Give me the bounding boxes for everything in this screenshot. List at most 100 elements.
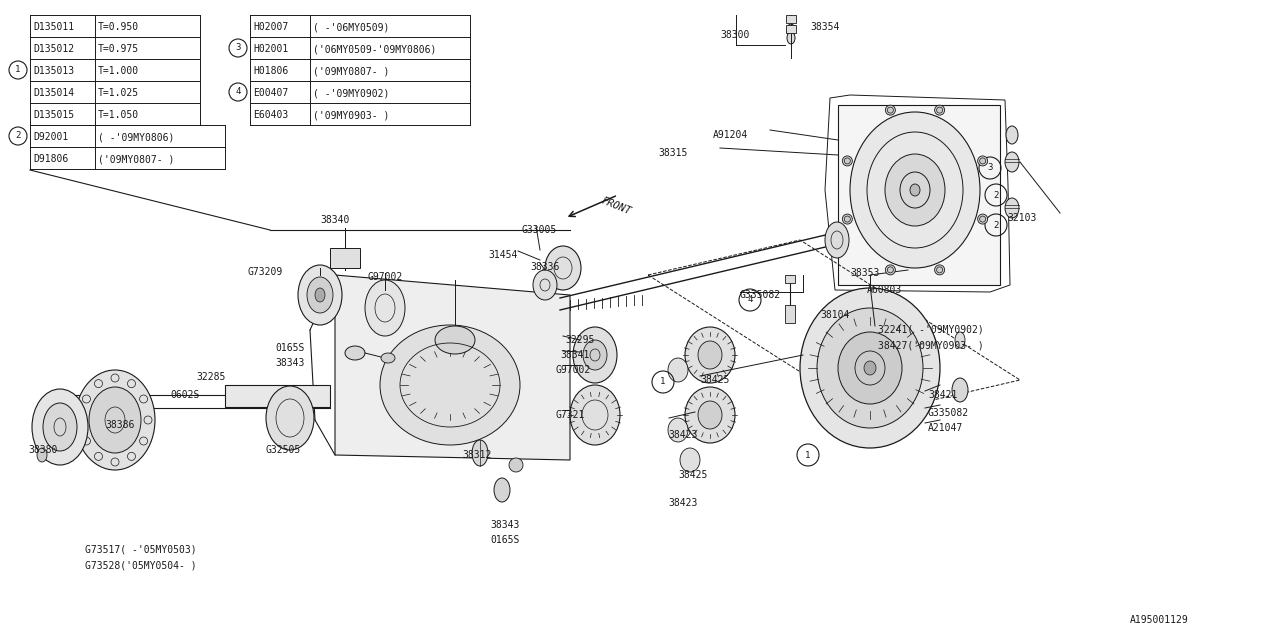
- Text: 38336: 38336: [530, 262, 559, 272]
- Ellipse shape: [32, 389, 88, 465]
- Ellipse shape: [685, 327, 735, 383]
- Text: 0602S: 0602S: [170, 390, 200, 400]
- Text: 32103: 32103: [1007, 213, 1037, 223]
- Ellipse shape: [934, 265, 945, 275]
- Text: A60803: A60803: [867, 285, 902, 295]
- Text: 38353: 38353: [850, 268, 879, 278]
- Ellipse shape: [307, 277, 333, 313]
- Ellipse shape: [826, 222, 849, 258]
- Text: 38343: 38343: [490, 520, 520, 530]
- Ellipse shape: [266, 386, 314, 450]
- Ellipse shape: [509, 458, 524, 472]
- Text: E60403: E60403: [253, 110, 288, 120]
- Text: A21047: A21047: [928, 423, 964, 433]
- Ellipse shape: [532, 270, 557, 300]
- Text: 2: 2: [15, 131, 20, 141]
- Ellipse shape: [37, 448, 47, 462]
- Ellipse shape: [884, 154, 945, 226]
- Text: 38425: 38425: [678, 470, 708, 480]
- Text: 38386: 38386: [105, 420, 134, 430]
- Polygon shape: [838, 105, 1000, 285]
- Ellipse shape: [978, 214, 988, 224]
- Ellipse shape: [76, 370, 155, 470]
- Ellipse shape: [910, 184, 920, 196]
- Text: ('09MY0807- ): ('09MY0807- ): [314, 66, 389, 76]
- Ellipse shape: [346, 346, 365, 360]
- Ellipse shape: [698, 341, 722, 369]
- Text: 38423: 38423: [668, 430, 698, 440]
- Text: 1: 1: [805, 451, 810, 460]
- Text: 38423: 38423: [668, 498, 698, 508]
- Text: G97002: G97002: [369, 272, 403, 282]
- Ellipse shape: [582, 340, 607, 370]
- Text: ( -'09MY0806): ( -'09MY0806): [99, 132, 174, 142]
- Text: FRONT: FRONT: [600, 196, 632, 217]
- Text: E00407: E00407: [253, 88, 288, 98]
- Text: 38425: 38425: [700, 375, 730, 385]
- Ellipse shape: [381, 353, 396, 363]
- Text: G335082: G335082: [740, 290, 781, 300]
- Ellipse shape: [570, 385, 620, 445]
- Text: 31454: 31454: [488, 250, 517, 260]
- Text: 0165S: 0165S: [490, 535, 520, 545]
- Text: T=1.050: T=1.050: [99, 110, 140, 120]
- Text: ('06MY0509-'09MY0806): ('06MY0509-'09MY0806): [314, 44, 436, 54]
- Text: H02001: H02001: [253, 44, 288, 54]
- Text: 38315: 38315: [658, 148, 687, 158]
- Text: ('09MY0903- ): ('09MY0903- ): [314, 110, 389, 120]
- Text: 38380: 38380: [28, 445, 58, 455]
- Ellipse shape: [698, 401, 722, 429]
- Ellipse shape: [435, 326, 475, 354]
- Ellipse shape: [298, 265, 342, 325]
- Text: D135011: D135011: [33, 22, 74, 32]
- Text: 32285: 32285: [196, 372, 225, 382]
- Text: 38104: 38104: [820, 310, 850, 320]
- Text: 38354: 38354: [810, 22, 840, 32]
- Text: D135015: D135015: [33, 110, 74, 120]
- Ellipse shape: [494, 478, 509, 502]
- Ellipse shape: [886, 105, 896, 115]
- Text: 38427('09MY0903- ): 38427('09MY0903- ): [878, 340, 984, 350]
- Ellipse shape: [886, 265, 896, 275]
- Ellipse shape: [787, 32, 795, 44]
- Text: ( -'09MY0902): ( -'09MY0902): [314, 88, 389, 98]
- Ellipse shape: [842, 214, 852, 224]
- Text: T=0.950: T=0.950: [99, 22, 140, 32]
- Text: 38300: 38300: [719, 30, 749, 40]
- Text: T=1.000: T=1.000: [99, 66, 140, 76]
- Ellipse shape: [668, 358, 689, 382]
- Ellipse shape: [788, 27, 794, 33]
- Ellipse shape: [1006, 126, 1018, 144]
- Text: 32295: 32295: [564, 335, 594, 345]
- Text: G335082: G335082: [928, 408, 969, 418]
- Ellipse shape: [90, 387, 141, 453]
- Text: G7321: G7321: [556, 410, 585, 420]
- Text: 3: 3: [987, 163, 993, 173]
- Text: 38343: 38343: [275, 358, 305, 368]
- Text: 3: 3: [236, 44, 241, 52]
- Ellipse shape: [685, 387, 735, 443]
- Text: 0165S: 0165S: [275, 343, 305, 353]
- Text: H01806: H01806: [253, 66, 288, 76]
- Text: D92001: D92001: [33, 132, 68, 142]
- Text: ( -'06MY0509): ( -'06MY0509): [314, 22, 389, 32]
- Ellipse shape: [365, 280, 404, 336]
- Text: 38421: 38421: [928, 390, 957, 400]
- Text: D91806: D91806: [33, 154, 68, 164]
- Ellipse shape: [1005, 152, 1019, 172]
- Ellipse shape: [955, 332, 965, 348]
- Text: 38341: 38341: [561, 350, 589, 360]
- Text: G73528('05MY0504- ): G73528('05MY0504- ): [84, 560, 197, 570]
- Text: 1: 1: [660, 378, 666, 387]
- Text: D135014: D135014: [33, 88, 74, 98]
- Bar: [786, 25, 796, 33]
- Ellipse shape: [680, 448, 700, 472]
- Text: G32505: G32505: [266, 445, 301, 455]
- Bar: [785, 305, 795, 323]
- Polygon shape: [335, 275, 570, 460]
- Ellipse shape: [573, 327, 617, 383]
- Text: ('09MY0807- ): ('09MY0807- ): [99, 154, 174, 164]
- Text: G73209: G73209: [248, 267, 283, 277]
- Ellipse shape: [800, 288, 940, 448]
- Text: G73517( -'05MY0503): G73517( -'05MY0503): [84, 545, 197, 555]
